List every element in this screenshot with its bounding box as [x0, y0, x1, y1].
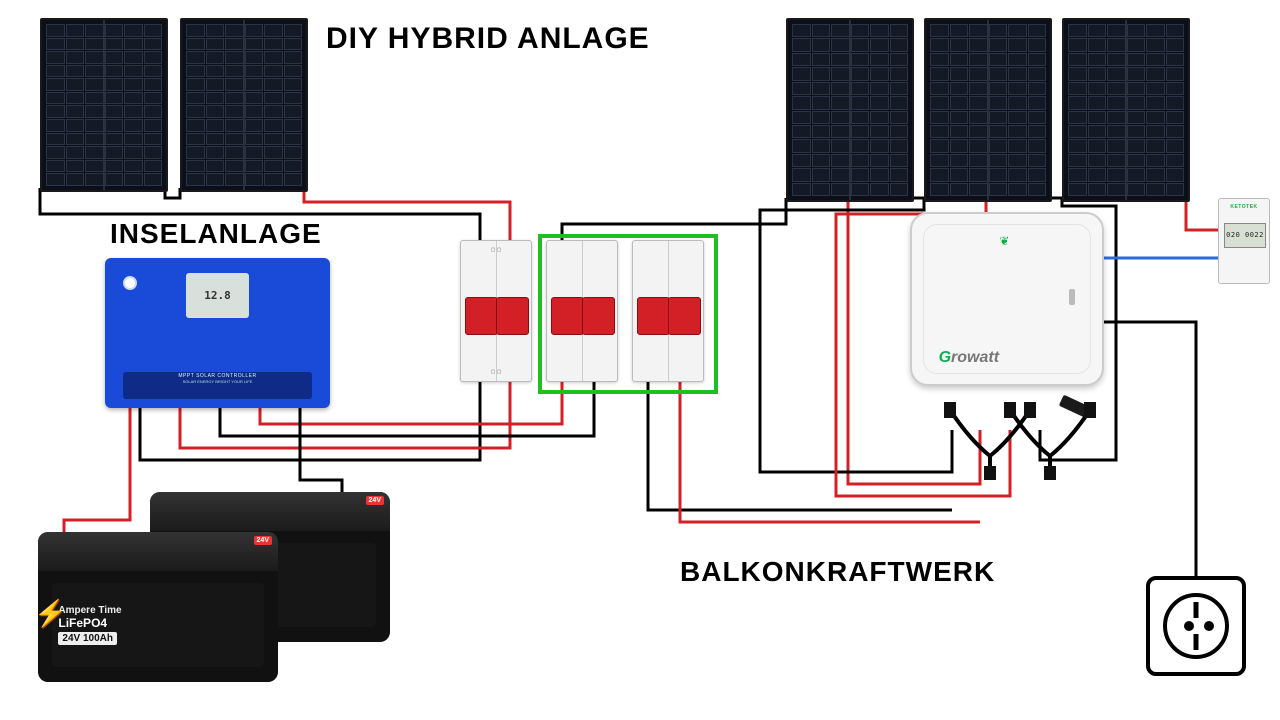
- battery: 24V Ampere Time LiFePO4 24V 100Ah: [38, 532, 278, 682]
- mppt-display: 12.8: [186, 273, 249, 318]
- schuko-outlet: [1146, 576, 1246, 676]
- balcony-label: BALKONKRAFTWERK: [680, 556, 995, 588]
- dc-breaker: ▢ ▢ ▢ ▢: [460, 240, 532, 382]
- solar-panel: [40, 18, 168, 192]
- island-label: INSELANLAGE: [110, 218, 322, 250]
- highlight-box: [538, 234, 718, 394]
- mppt-controller: 12.8 MPPT SOLAR CONTROLLER SOLAR ENERGY …: [105, 258, 330, 408]
- bolt-icon: [34, 598, 60, 638]
- energy-meter: KETOTEK 020 0022: [1218, 198, 1270, 284]
- solar-panel: [180, 18, 308, 192]
- grid-tie-inverter: ❦ Growatt: [910, 212, 1104, 386]
- solar-panel: [786, 18, 914, 202]
- mppt-label-strip: MPPT SOLAR CONTROLLER SOLAR ENERGY BRIGH…: [123, 372, 312, 399]
- inverter-brand: rowatt: [951, 349, 999, 366]
- mc4-y-connector: [990, 400, 1130, 480]
- solar-panel: [1062, 18, 1190, 202]
- page-title: DIY HYBRID ANLAGE: [326, 22, 650, 56]
- leaf-icon: ❦: [999, 234, 1009, 248]
- solar-panel: [924, 18, 1052, 202]
